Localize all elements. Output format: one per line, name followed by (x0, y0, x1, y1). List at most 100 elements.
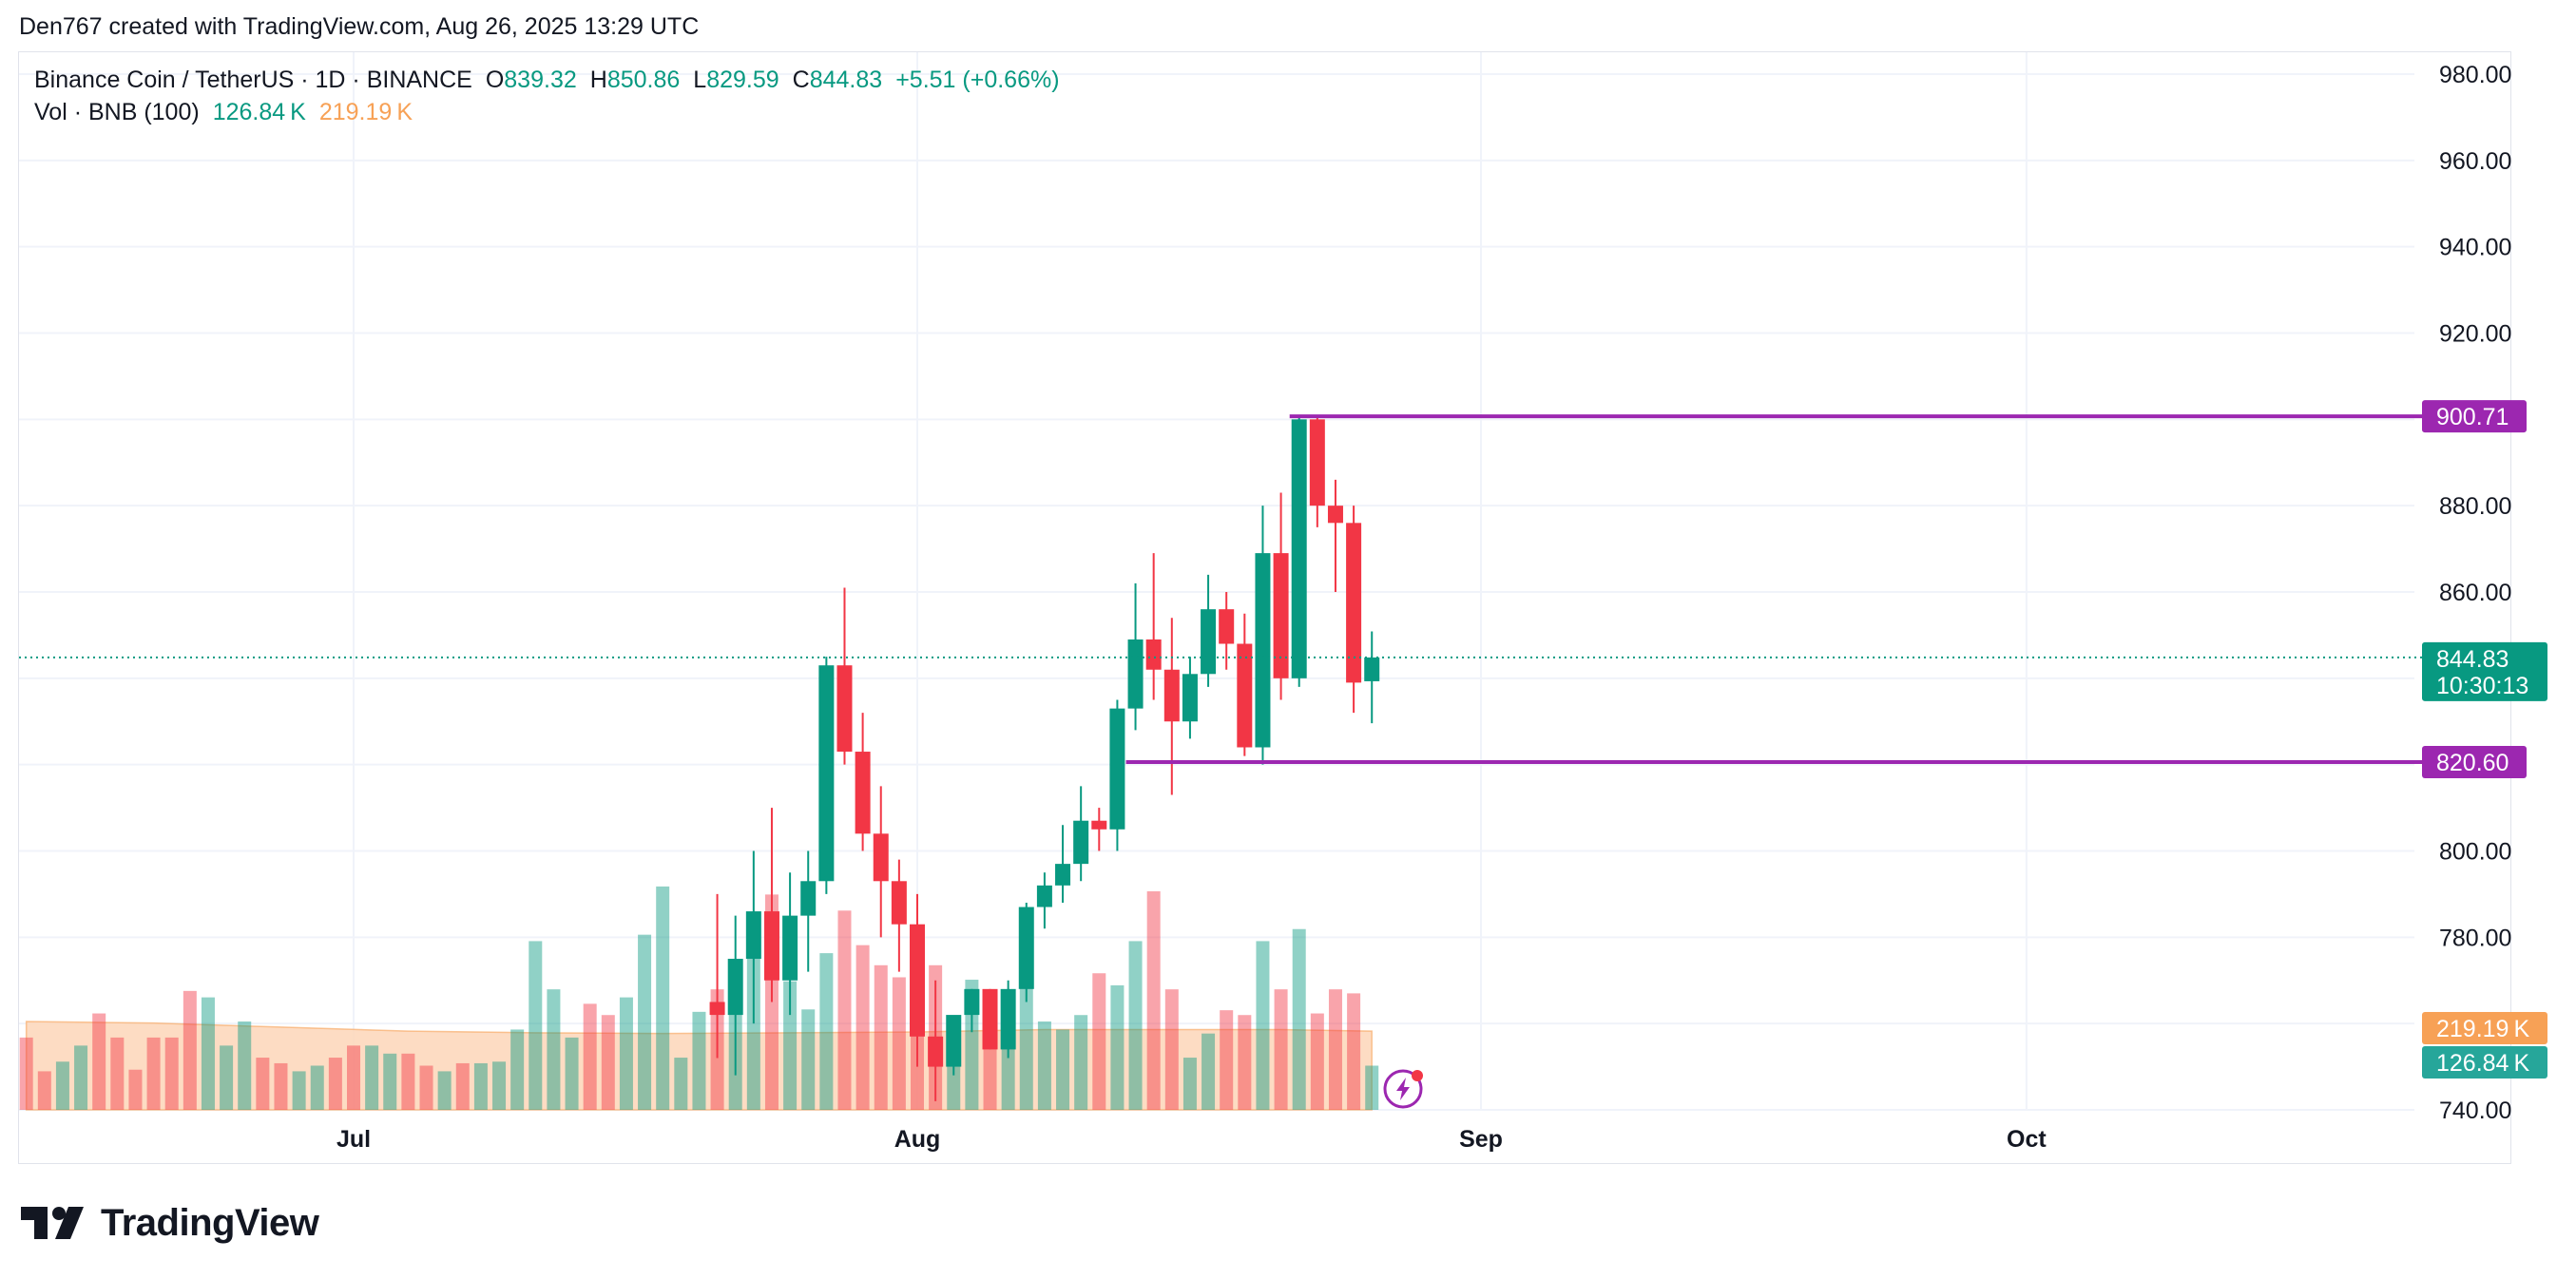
candle-body (1182, 674, 1198, 722)
volume-bar (601, 1015, 615, 1110)
tradingview-logo-icon (21, 1207, 84, 1239)
volume-bar (746, 941, 760, 1110)
high-value: 850.86 (606, 67, 681, 93)
volume-bar (455, 1062, 470, 1110)
time-axis: Jul Aug Sep Oct (336, 1126, 2047, 1153)
volume-bar (947, 1062, 961, 1110)
volume-bar (383, 1053, 397, 1110)
volume-legend[interactable]: Vol · BNB (100) 126.84 K 219.19 K (34, 99, 413, 126)
volume-bar (1182, 1058, 1197, 1110)
change-value: +5.51 (+0.66%) (895, 67, 1060, 93)
volume-bar (1365, 1065, 1379, 1110)
volume-tag-bg (2422, 1046, 2547, 1079)
chart-frame (18, 51, 2511, 1164)
volume-bar (547, 989, 561, 1110)
low-label: L (693, 67, 707, 93)
candle-body (910, 924, 925, 1037)
symbol-legend[interactable]: Binance Coin / TetherUS · 1D · BINANCE O8… (34, 67, 1060, 94)
volume-bar (19, 1037, 33, 1110)
volume-bar (529, 941, 543, 1110)
candle-body (855, 752, 871, 834)
candle-body (1055, 864, 1071, 886)
volume-bar (183, 990, 197, 1110)
volume-bar (1256, 941, 1270, 1110)
price-tick-label: 860.00 (2439, 580, 2511, 606)
level-tag: 820.60 (2422, 745, 2527, 778)
candle-body (1346, 523, 1362, 683)
volume-ma-tag: 219.19 K (2422, 1012, 2547, 1044)
volume-bar (256, 1058, 270, 1110)
candle-body (1327, 506, 1343, 524)
close-value: 844.83 (809, 67, 883, 93)
volume-bar (37, 1071, 51, 1110)
tradingview-logo[interactable]: TradingView (21, 1199, 319, 1247)
level-tag-bg (2422, 400, 2527, 433)
candle-body (709, 1002, 725, 1016)
candle-body (1073, 820, 1089, 865)
volume-bar (347, 1045, 360, 1110)
close-label: C (792, 67, 810, 93)
volume-bar (55, 1061, 69, 1110)
volume-bar (473, 1062, 488, 1110)
volume-tag: 126.84 K (2422, 1046, 2547, 1079)
volume-bar (619, 997, 633, 1110)
open-label: O (485, 67, 505, 93)
level-tag: 900.71 (2422, 400, 2527, 433)
volume-bar (1292, 928, 1306, 1110)
volume-ma-line (25, 1021, 1373, 1111)
candles (709, 414, 1380, 1101)
grid-lines (19, 52, 2414, 1111)
bolt-icon (1383, 1069, 1423, 1109)
candle-body (1364, 657, 1380, 681)
volume-bar (365, 1045, 379, 1110)
volume-bar (92, 1013, 106, 1110)
volume-bar (1164, 989, 1179, 1110)
last-price-tag-bg (2422, 641, 2547, 701)
high-label: H (589, 67, 607, 93)
volume-bar (310, 1065, 324, 1110)
volume-bar (1037, 1021, 1051, 1110)
price-axis: 980.00960.00940.00920.00900.00880.00860.… (2439, 62, 2511, 1124)
candle-body (1219, 609, 1235, 644)
volume-bar (638, 934, 652, 1110)
candle-body (727, 959, 743, 1016)
volume-bar (565, 1037, 579, 1110)
volume-bar (328, 1058, 342, 1110)
volume-bar (1019, 981, 1033, 1110)
level-tag-text: 900.71 (2436, 404, 2509, 430)
price-tick-label: 920.00 (2439, 321, 2511, 348)
volume-bar (110, 1037, 125, 1110)
level-tag-text: 820.60 (2436, 750, 2509, 776)
volume-ma-value: 219.19 K (318, 99, 413, 125)
volume-bar (128, 1069, 143, 1110)
candle-body (1201, 609, 1217, 675)
volume-bar (74, 1045, 88, 1110)
candle-body (836, 665, 853, 753)
price-tick-label: 740.00 (2439, 1098, 2511, 1124)
low-value: 829.59 (706, 67, 779, 93)
price-tick-label: 980.00 (2439, 62, 2511, 88)
volume-bar (1074, 1015, 1088, 1110)
price-tick-label: 800.00 (2439, 839, 2511, 866)
candle-body (928, 1036, 944, 1067)
candle-body (1109, 708, 1125, 830)
candle-body (763, 911, 779, 981)
candle-body (1018, 907, 1034, 989)
candle-body (782, 915, 798, 981)
candle-body (964, 988, 980, 1016)
volume-tag-text: 126.84 K (2436, 1050, 2529, 1077)
time-tick-label: Oct (2007, 1126, 2047, 1153)
volume-bar (1220, 1010, 1234, 1110)
candle-body (1127, 639, 1144, 709)
volume-bar (238, 1021, 252, 1110)
volume-bar (1146, 891, 1161, 1110)
volume-label: Vol · BNB (100) (34, 99, 200, 125)
volume-bars (19, 886, 1379, 1110)
price-tick-label: 780.00 (2439, 925, 2511, 951)
volume-bar (855, 945, 870, 1110)
last-price-tag-text: 844.83 (2436, 646, 2509, 673)
time-tick-label: Sep (1459, 1126, 1503, 1153)
